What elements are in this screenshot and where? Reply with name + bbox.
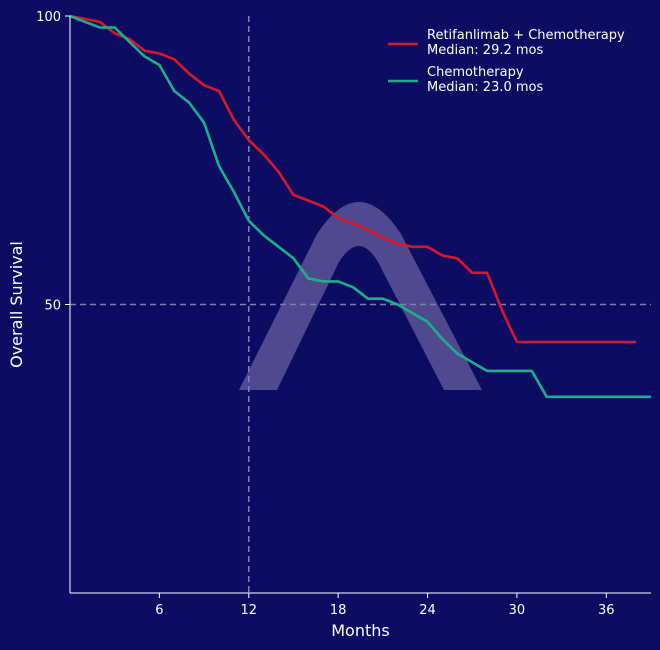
series-line-1 [69,14,637,344]
x-tick-label: 30 [509,603,526,618]
series-line-2 [69,14,651,399]
legend-median-2: Median: 23.0 mos [427,80,543,95]
reference-lines [70,16,651,593]
legend-label-2: Chemotherapy [427,65,524,80]
arch-logo-shape [239,202,482,390]
y-tick-label: 50 [44,299,61,314]
series-lines [69,14,651,399]
legend-median-1: Median: 29.2 mos [427,43,543,58]
x-tick-label: 18 [330,603,347,618]
y-axis-title: Overall Survival [7,241,26,368]
x-axis-title: Months [331,621,389,640]
arch-logo-icon [239,202,482,390]
y-tick-label: 100 [36,10,61,25]
x-tick-label: 24 [419,603,436,618]
axes: 6 12 18 24 30 36 50 100 Months Overall Survival [7,10,651,640]
legend-label-1: Retifanlimab + Chemotherapy [427,28,625,43]
x-tick-label: 36 [598,603,615,618]
x-tick-label: 6 [155,603,163,618]
x-tick-label: 12 [240,603,257,618]
